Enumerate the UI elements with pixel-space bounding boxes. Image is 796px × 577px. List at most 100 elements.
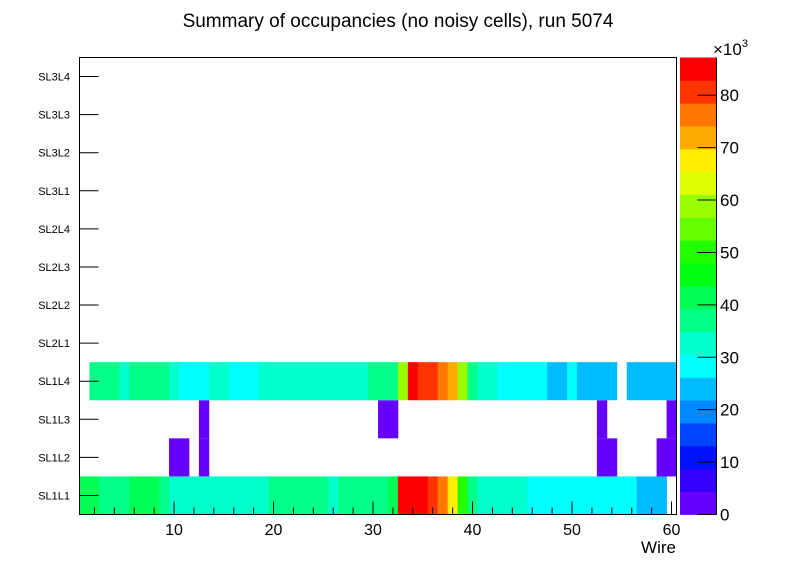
y-tick-label: SL2L2	[38, 300, 70, 312]
heatmap-cell-SL1L4-wire-17	[238, 362, 250, 401]
heatmap-cell-SL1L3-wire-31	[378, 400, 389, 439]
color-scale-multiplier-base: ×10	[713, 40, 742, 59]
heatmap-cell-SL1L4-wire-32	[387, 362, 399, 401]
color-scale-tick-label: 0	[720, 506, 729, 525]
color-scale-tick-label: 50	[720, 243, 739, 262]
heatmap-cell-SL1L1-wire-51	[577, 476, 588, 515]
heatmap-cell-SL1L4-wire-11	[179, 362, 190, 401]
color-scale-band	[680, 148, 717, 173]
heatmap-cell-SL1L4-wire-36	[427, 362, 439, 401]
heatmap-cell-SL1L1-wire-3	[99, 476, 110, 515]
heatmap-cell-SL1L4-wire-51	[577, 362, 588, 401]
heatmap-cell-SL1L1-wire-47	[537, 476, 548, 515]
heatmap-cell-SL1L1-wire-36	[427, 476, 439, 515]
heatmap-cell-SL1L1-wire-49	[557, 476, 568, 515]
x-tick-label: 40	[464, 522, 482, 539]
heatmap-cell-SL1L4-wire-14	[208, 362, 220, 401]
heatmap-cell-SL1L1-wire-46	[527, 476, 538, 515]
heatmap-cell-SL1L1-wire-23	[298, 476, 309, 515]
heatmap-cell-SL1L4-wire-6	[129, 362, 140, 401]
y-tick-label: SL1L2	[38, 452, 70, 464]
x-tick-label: 60	[663, 522, 681, 539]
color-scale-multiplier: ×103	[713, 38, 748, 59]
heatmap-cell-SL1L4-wire-10	[169, 362, 180, 401]
color-scale-band	[680, 400, 717, 424]
heatmap-cell-SL1L1-wire-38	[447, 476, 458, 515]
heatmap-cell-SL1L4-wire-28	[348, 362, 359, 401]
heatmap-cells	[79, 362, 677, 515]
color-scale-band	[680, 263, 717, 287]
heatmap-cell-SL1L1-wire-11	[179, 476, 190, 515]
y-tick-label: SL3L2	[38, 148, 70, 160]
heatmap-cell-SL1L4-wire-23	[298, 362, 309, 401]
heatmap-cell-SL1L4-wire-53	[596, 362, 608, 401]
color-scale-band	[680, 445, 717, 470]
heatmap-cell-SL1L1-wire-30	[368, 476, 379, 515]
heatmap-cell-SL1L1-wire-48	[547, 476, 558, 515]
heatmap-cell-SL1L4-wire-56	[626, 362, 638, 401]
color-scale-band	[680, 354, 717, 378]
color-scale-tick-label: 30	[720, 348, 739, 367]
heatmap-cell-SL1L4-wire-37	[437, 362, 449, 401]
heatmap-cell-SL1L4-wire-54	[606, 362, 618, 401]
heatmap-cell-SL1L3-wire-32	[387, 400, 399, 439]
heatmap-cell-SL1L4-wire-33	[397, 362, 409, 401]
heatmap-cell-SL1L4-wire-27	[338, 362, 349, 401]
color-scale-multiplier-exponent: 3	[742, 38, 748, 50]
heatmap-cell-SL1L4-wire-46	[527, 362, 538, 401]
heatmap-cell-SL1L4-wire-30	[368, 362, 379, 401]
x-tick-label: 20	[265, 522, 283, 539]
heatmap-cell-SL1L1-wire-57	[636, 476, 648, 515]
heatmap-cell-SL1L1-wire-5	[119, 476, 130, 515]
color-scale-bar: 0 10 20 30 40 50 60 70 80	[680, 57, 739, 525]
heatmap-cell-SL1L1-wire-43	[497, 476, 508, 515]
color-scale-band	[680, 194, 717, 218]
color-scale-tick-label: 60	[720, 191, 739, 210]
heatmap-cell-SL1L4-wire-18	[248, 362, 259, 401]
y-tick-label: SL2L1	[38, 338, 70, 350]
color-scale-band	[680, 217, 717, 241]
heatmap-cell-SL1L4-wire-34	[407, 362, 419, 401]
heatmap-cell-SL1L1-wire-44	[507, 476, 518, 515]
x-tick-label: 10	[165, 522, 183, 539]
heatmap-cell-SL1L1-wire-34	[407, 476, 419, 515]
heatmap-cell-SL1L1-wire-45	[517, 476, 528, 515]
heatmap-cell-SL1L4-wire-20	[268, 362, 279, 401]
heatmap-cell-SL1L2-wire-10	[169, 438, 180, 477]
heatmap-cell-SL1L1-wire-20	[268, 476, 279, 515]
heatmap-cell-SL1L4-wire-45	[517, 362, 528, 401]
color-scale-band	[680, 423, 717, 447]
x-tick-label: 50	[563, 522, 581, 539]
heatmap-cell-SL1L4-wire-4	[109, 362, 120, 401]
heatmap-cell-SL1L4-wire-12	[188, 362, 200, 401]
heatmap-cell-SL1L2-wire-11	[179, 438, 190, 477]
color-scale-tick-label: 70	[720, 139, 739, 158]
heatmap-cell-SL1L1-wire-41	[477, 476, 488, 515]
heatmap-cell-SL1L4-wire-57	[636, 362, 648, 401]
heatmap-cell-SL1L4-wire-40	[467, 362, 478, 401]
heatmap-cell-SL1L1-wire-8	[149, 476, 160, 515]
color-scale-band	[680, 80, 717, 104]
heatmap-cell-SL1L4-wire-3	[99, 362, 110, 401]
heatmap-cell-SL1L4-wire-52	[586, 362, 598, 401]
heatmap-cell-SL1L3-wire-13	[198, 400, 210, 439]
y-tick-label: SL3L4	[38, 72, 70, 84]
heatmap-cell-SL1L4-wire-58	[646, 362, 657, 401]
plot-frame	[79, 57, 677, 515]
heatmap-cell-SL1L4-wire-25	[318, 362, 329, 401]
color-scale-tick-label: 10	[720, 453, 739, 472]
heatmap-cell-SL1L1-wire-22	[288, 476, 299, 515]
heatmap-cell-SL1L4-wire-48	[547, 362, 558, 401]
y-tick-label: SL2L4	[38, 224, 70, 236]
heatmap-cell-SL1L4-wire-22	[288, 362, 299, 401]
heatmap-cell-SL1L4-wire-60	[666, 362, 677, 401]
heatmap-cell-SL1L1-wire-35	[417, 476, 429, 515]
heatmap-cell-SL1L4-wire-29	[358, 362, 369, 401]
heatmap-cell-SL1L4-wire-42	[487, 362, 498, 401]
x-axis-label: Wire	[641, 538, 676, 557]
color-scale-tick-label: 40	[720, 296, 739, 315]
color-scale-band	[680, 240, 717, 264]
heatmap-cell-SL1L1-wire-4	[109, 476, 120, 515]
x-tick-label: 30	[364, 522, 382, 539]
heatmap-cell-SL1L1-wire-39	[457, 476, 468, 515]
